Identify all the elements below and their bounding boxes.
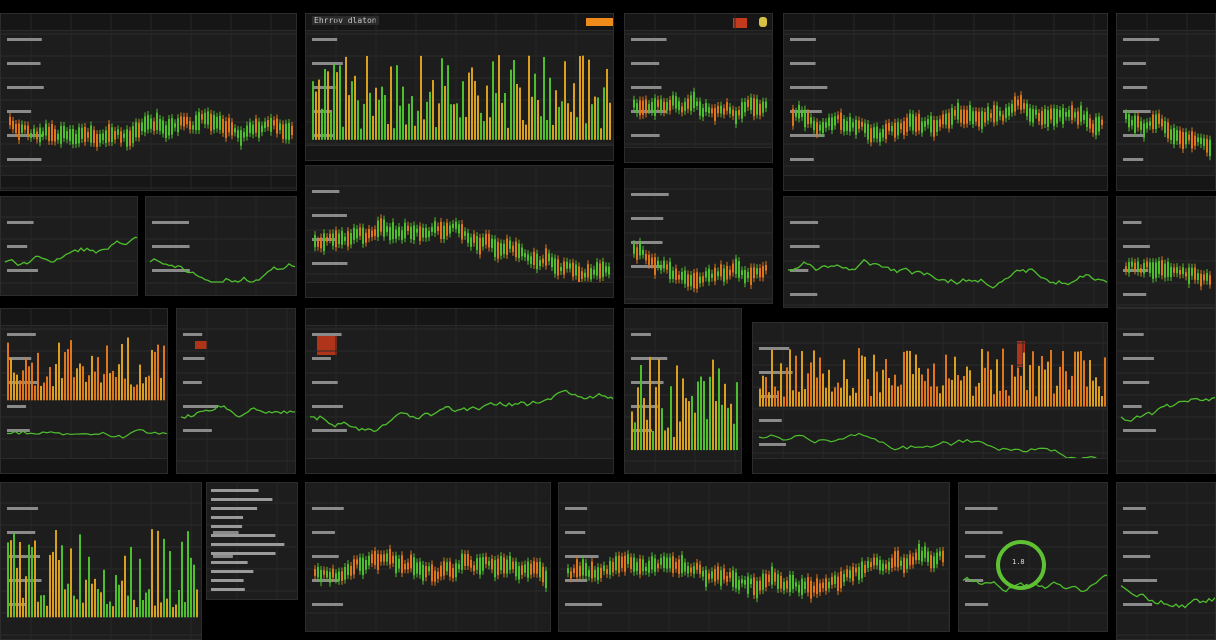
panel-footer [1, 175, 296, 190]
chart-panel-6[interactable] [305, 165, 614, 298]
bar-line-chart [753, 323, 1107, 473]
line-chart [1117, 483, 1215, 639]
chart-panel-7[interactable] [624, 168, 773, 304]
red-indicator [317, 333, 337, 355]
red-indicator [195, 341, 207, 349]
line-chart [959, 483, 1107, 631]
dashboard-panel-2[interactable]: Ehrrov dlaton [305, 13, 614, 161]
panel-title: Ehrrov dlaton [312, 16, 379, 25]
candlestick-chart [1117, 197, 1215, 307]
panel-footer [625, 147, 772, 162]
line-chart [306, 309, 613, 473]
chart-panel-3[interactable] [624, 13, 773, 163]
bar-panel-4[interactable] [0, 482, 202, 640]
line-panel-5[interactable] [305, 308, 614, 474]
line-panel-4[interactable] [176, 308, 296, 474]
candlestick-chart [306, 483, 550, 631]
panel-footer [306, 458, 613, 473]
line-chart [146, 197, 296, 295]
panel-footer [306, 282, 613, 297]
panel-footer [784, 175, 1107, 190]
candlestick-chart [784, 14, 1107, 190]
bar-chart [625, 309, 741, 473]
gauge-ring: 1.8 [996, 540, 1046, 590]
panel-footer [1, 458, 167, 473]
candlestick-chart [625, 169, 772, 303]
line-panel-1[interactable] [0, 196, 138, 296]
line-chart [1117, 309, 1215, 473]
panel-header [1117, 14, 1215, 31]
bar-chart [306, 14, 613, 160]
chart-panel-1[interactable] [0, 13, 297, 191]
chart-panel-8[interactable] [1116, 196, 1216, 308]
candlestick-chart [1117, 14, 1215, 190]
line-chart [177, 309, 295, 473]
panel-footer [753, 458, 1107, 473]
panel-header [784, 14, 1107, 31]
bar-chart [1, 483, 201, 639]
candlestick-chart [625, 14, 772, 162]
bar-panel-2[interactable] [624, 308, 742, 474]
notification-icon[interactable] [759, 17, 767, 27]
line-panel-7[interactable] [1116, 482, 1216, 640]
chart-panel-10[interactable] [558, 482, 950, 632]
panel-footer [1117, 175, 1215, 190]
line-chart [1, 197, 137, 295]
panel-footer [306, 145, 613, 160]
candlestick-chart [1, 14, 296, 190]
candlestick-chart [559, 483, 949, 631]
chart-panel-9[interactable] [305, 482, 551, 632]
line-panel-3[interactable] [783, 196, 1108, 308]
panel-header [1, 14, 296, 31]
text-lines [207, 483, 297, 599]
bar-panel-3[interactable] [752, 322, 1108, 474]
text-panel[interactable] [206, 482, 298, 600]
chart-panel-4[interactable] [783, 13, 1108, 191]
alert-badge[interactable] [733, 18, 747, 28]
candlestick-chart [306, 166, 613, 297]
line-chart [784, 197, 1107, 307]
line-panel-6[interactable] [1116, 308, 1216, 474]
bar-line-chart [1, 309, 167, 473]
line-panel-2[interactable] [145, 196, 297, 296]
orange-badge[interactable] [586, 18, 613, 26]
red-indicator [1017, 341, 1025, 367]
chart-panel-5[interactable] [1116, 13, 1216, 191]
bar-panel-1[interactable] [0, 308, 168, 474]
panel-header [1, 309, 167, 326]
gauge-label: 1.8 [1012, 558, 1025, 566]
